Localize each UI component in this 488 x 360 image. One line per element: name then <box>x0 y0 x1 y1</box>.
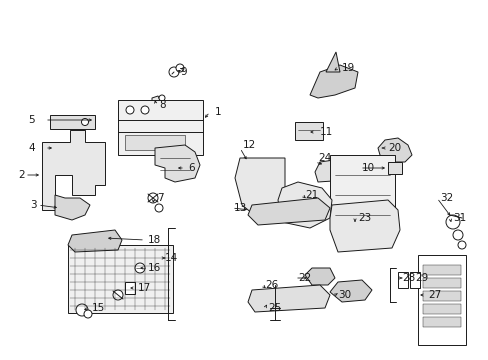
Bar <box>125 282 135 294</box>
Circle shape <box>76 304 88 316</box>
Bar <box>422 291 460 301</box>
Bar <box>68 245 173 313</box>
Text: 25: 25 <box>267 303 281 313</box>
Polygon shape <box>305 268 334 285</box>
Text: 18: 18 <box>148 235 161 245</box>
Polygon shape <box>309 65 357 98</box>
Polygon shape <box>247 285 329 312</box>
Text: 24: 24 <box>317 153 330 163</box>
Text: 6: 6 <box>187 163 194 173</box>
Circle shape <box>457 241 465 249</box>
Text: 19: 19 <box>341 63 354 73</box>
Text: 27: 27 <box>427 290 440 300</box>
Circle shape <box>148 193 158 203</box>
Bar <box>397 272 407 288</box>
Polygon shape <box>155 145 200 182</box>
Text: 10: 10 <box>361 163 374 173</box>
Text: 30: 30 <box>337 290 350 300</box>
Bar <box>50 115 95 129</box>
Text: 12: 12 <box>243 140 256 150</box>
Text: 3: 3 <box>30 200 37 210</box>
Polygon shape <box>278 182 331 228</box>
Polygon shape <box>314 158 354 182</box>
Text: 21: 21 <box>305 190 318 200</box>
Bar <box>422 265 460 275</box>
Text: 17: 17 <box>138 283 151 293</box>
Text: 11: 11 <box>319 127 332 137</box>
Text: 14: 14 <box>164 253 178 263</box>
Circle shape <box>113 290 123 300</box>
Polygon shape <box>68 230 122 252</box>
Polygon shape <box>377 138 411 162</box>
Text: 16: 16 <box>148 263 161 273</box>
Bar <box>329 155 394 230</box>
Bar <box>422 317 460 327</box>
Circle shape <box>452 230 462 240</box>
Circle shape <box>169 67 179 77</box>
Text: 4: 4 <box>28 143 35 153</box>
Text: 31: 31 <box>452 213 465 223</box>
Bar <box>422 304 460 314</box>
Polygon shape <box>152 96 160 104</box>
Text: 9: 9 <box>180 67 186 77</box>
Bar <box>125 135 184 150</box>
Text: 15: 15 <box>92 303 105 313</box>
Circle shape <box>176 64 183 72</box>
Text: 2: 2 <box>18 170 24 180</box>
Circle shape <box>445 215 459 229</box>
Circle shape <box>141 106 149 114</box>
Bar <box>409 272 419 288</box>
Bar <box>422 278 460 288</box>
Text: 28: 28 <box>401 273 414 283</box>
Bar <box>118 100 203 155</box>
Text: 29: 29 <box>414 273 427 283</box>
Text: 23: 23 <box>357 213 370 223</box>
Polygon shape <box>42 130 105 210</box>
Text: 20: 20 <box>387 143 400 153</box>
Text: 1: 1 <box>215 107 221 117</box>
Text: 5: 5 <box>28 115 35 125</box>
Bar <box>417 255 465 345</box>
Text: 8: 8 <box>159 100 165 110</box>
Polygon shape <box>235 158 285 218</box>
Bar <box>50 144 60 152</box>
Bar <box>294 122 323 140</box>
Circle shape <box>135 263 145 273</box>
Circle shape <box>81 118 88 126</box>
Polygon shape <box>325 52 339 72</box>
Polygon shape <box>247 198 329 225</box>
Text: 32: 32 <box>439 193 452 203</box>
Polygon shape <box>329 200 399 252</box>
Circle shape <box>52 145 58 151</box>
Text: 13: 13 <box>234 203 247 213</box>
Text: 7: 7 <box>157 193 163 203</box>
Text: 26: 26 <box>264 280 278 290</box>
Circle shape <box>159 95 164 101</box>
Circle shape <box>84 310 92 318</box>
Bar <box>387 162 401 174</box>
Polygon shape <box>55 195 90 220</box>
Text: 22: 22 <box>297 273 311 283</box>
Circle shape <box>126 106 134 114</box>
Polygon shape <box>329 280 371 302</box>
Circle shape <box>155 204 163 212</box>
